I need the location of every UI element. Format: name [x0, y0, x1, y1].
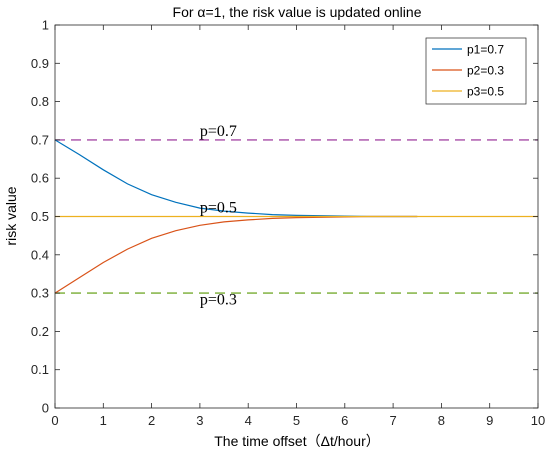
y-tick-label: 0.1 [31, 362, 49, 377]
y-tick-label: 0.6 [31, 171, 49, 186]
y-tick-label: 0.5 [31, 209, 49, 224]
legend-label-1: p1=0.7 [467, 43, 504, 57]
y-tick-label: 0.4 [31, 247, 49, 262]
y-tick-label: 0.8 [31, 94, 49, 109]
x-tick-label: 6 [341, 413, 348, 428]
x-tick-label: 1 [100, 413, 107, 428]
annotation-label-1: p=0.5 [200, 200, 237, 217]
plot-area: p=0.7 p=0.5 p=0.3 [54, 123, 538, 309]
y-tick-label: 0.7 [31, 132, 49, 147]
legend-label-3: p3=0.5 [467, 85, 504, 99]
y-tick-label: 0 [42, 401, 49, 416]
y-axis-label: risk value [3, 186, 19, 245]
legend-label-2: p2=0.3 [467, 64, 504, 78]
axes: 0 1 2 3 4 5 6 7 8 9 10 0 0.1 0.2 0.3 0.4 0.5 0.6 0.7 0.8 0.9… [31, 18, 545, 429]
annotation-label-0: p=0.7 [200, 123, 237, 140]
x-tick-label: 4 [245, 413, 252, 428]
x-tick-label: 8 [438, 413, 445, 428]
y-tick-label: 0.2 [31, 324, 49, 339]
y-tick-label: 0.3 [31, 286, 49, 301]
y-tick-label: 0.9 [31, 56, 49, 71]
x-tick-label: 7 [389, 413, 396, 428]
x-tick-label: 0 [51, 413, 58, 428]
x-axis-label: The time offset（Δt/hour） [214, 433, 380, 449]
x-tick-label: 10 [531, 413, 545, 428]
x-tick-label: 2 [148, 413, 155, 428]
legend: p1=0.7 p2=0.3 p3=0.5 [425, 37, 527, 105]
chart-title: For α=1, the risk value is updated onlin… [173, 4, 422, 20]
y-tick-label: 1 [42, 18, 49, 33]
x-tick-label: 3 [196, 413, 203, 428]
x-tick-label: 9 [486, 413, 493, 428]
x-tick-label: 5 [293, 413, 300, 428]
annotation-label-2: p=0.3 [200, 292, 237, 309]
series-line-2 [54, 215, 418, 294]
